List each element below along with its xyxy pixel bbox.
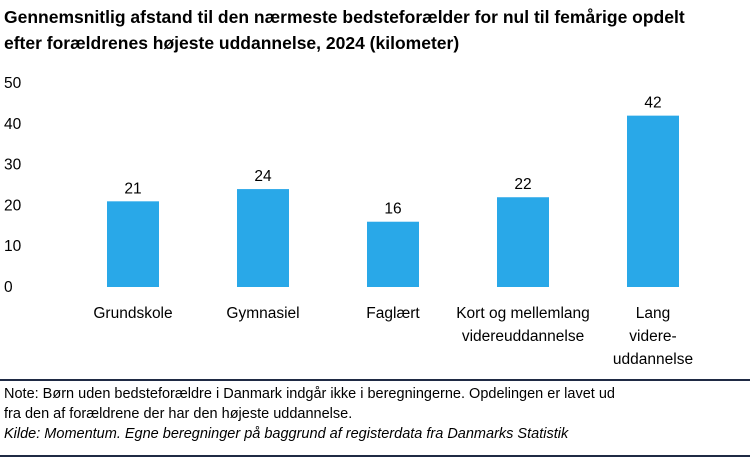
data-label: 42 (644, 95, 661, 112)
x-tick-label: Faglært (366, 305, 420, 322)
y-tick-label: 10 (4, 238, 22, 255)
bar (237, 189, 289, 287)
y-tick-label: 20 (4, 197, 22, 214)
bar (627, 115, 679, 287)
y-tick-label: 30 (4, 157, 22, 174)
data-label: 16 (384, 201, 401, 218)
x-tick-label: uddannelse (613, 351, 693, 368)
chart-title-line-1: Gennemsnitlig afstand til den nærmeste b… (4, 7, 685, 27)
x-tick-label: Grundskole (93, 305, 172, 322)
bar (367, 221, 419, 287)
data-label: 22 (514, 176, 531, 193)
chart-title: Gennemsnitlig afstand til den nærmeste b… (4, 4, 746, 56)
bar (497, 197, 549, 287)
x-tick-label: Gymnasiel (226, 305, 299, 322)
note-line-2: fra den af forældrene der har den højest… (4, 406, 353, 422)
x-tick-label: videreuddannelse (462, 328, 584, 345)
chart-notes: Note: Børn uden bedsteforældre i Danmark… (4, 384, 748, 444)
divider-top (0, 379, 750, 381)
x-tick-label: Lang (636, 305, 670, 322)
chart-title-line-2: efter forældrenes højeste uddannelse, 20… (4, 33, 460, 53)
x-tick-label: videre- (629, 328, 676, 345)
y-tick-label: 40 (4, 116, 22, 133)
note-line-1: Note: Børn uden bedsteforældre i Danmark… (4, 386, 615, 402)
source-line: Kilde: Momentum. Egne beregninger på bag… (4, 426, 569, 442)
y-tick-label: 0 (4, 279, 13, 296)
bar-chart: 0 10 20 30 40 50 21 Grundskole 24 Gymnasiel 16 Fagl… (4, 75, 693, 368)
divider-bottom (0, 455, 750, 457)
data-label: 21 (124, 180, 141, 197)
x-tick-label: Kort og mellemlang (456, 305, 590, 322)
y-tick-label: 50 (4, 75, 22, 92)
bar (107, 201, 159, 287)
data-label: 24 (254, 168, 272, 185)
